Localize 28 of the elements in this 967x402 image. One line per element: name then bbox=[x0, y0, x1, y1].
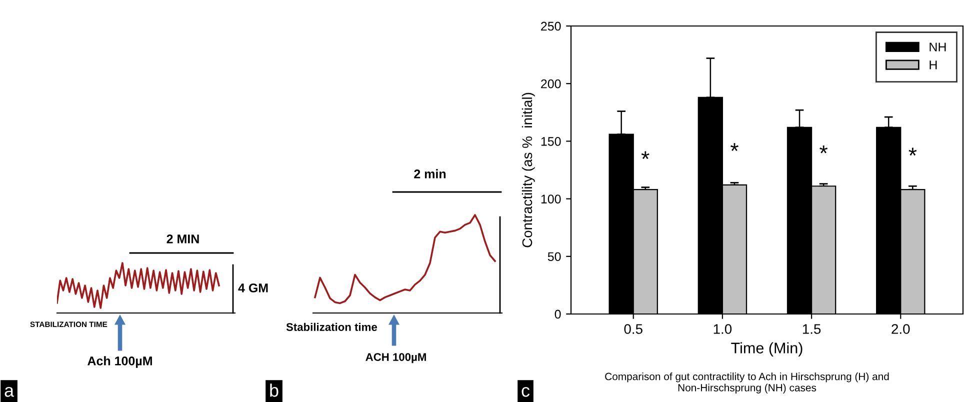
text: Stabilization time bbox=[286, 322, 377, 331]
x-axis-title: Time (Min) bbox=[731, 342, 802, 356]
text: a bbox=[4, 386, 14, 397]
text: c bbox=[522, 386, 530, 397]
y-tick-label: 200 bbox=[541, 79, 561, 88]
x-tick-label: 1.0 bbox=[714, 324, 732, 334]
text: Comparison of gut contractility to Ach in Hirschsprung (H) and Non-Hirschsprung (NH) cases bbox=[605, 372, 889, 394]
annotation: * bbox=[820, 145, 828, 154]
text: b bbox=[270, 384, 278, 397]
y-tick-label: 50 bbox=[548, 252, 561, 262]
x-tick-label: 1.5 bbox=[802, 324, 821, 334]
annotation: * bbox=[641, 151, 650, 160]
y-tick-label: 150 bbox=[541, 137, 561, 146]
annotation: * bbox=[908, 148, 917, 156]
annotation: * bbox=[730, 143, 738, 151]
x-tick-label: 2.0 bbox=[892, 324, 910, 334]
y-tick-label: 100 bbox=[541, 194, 561, 204]
text: Ach 100µM bbox=[88, 356, 152, 368]
text: ACH 100µM bbox=[366, 353, 426, 364]
text: 4 GM bbox=[238, 284, 268, 292]
legend-label: H bbox=[930, 60, 937, 70]
text: 2 MIN bbox=[166, 234, 199, 244]
text: 2 min bbox=[414, 169, 446, 178]
legend-label: NH bbox=[930, 42, 946, 52]
y-tick-label: 0 bbox=[554, 310, 561, 319]
y-axis-title: Contractility (as % initial) bbox=[522, 92, 535, 248]
y-tick-label: 250 bbox=[541, 22, 561, 31]
x-tick-label: 0.5 bbox=[624, 324, 642, 334]
